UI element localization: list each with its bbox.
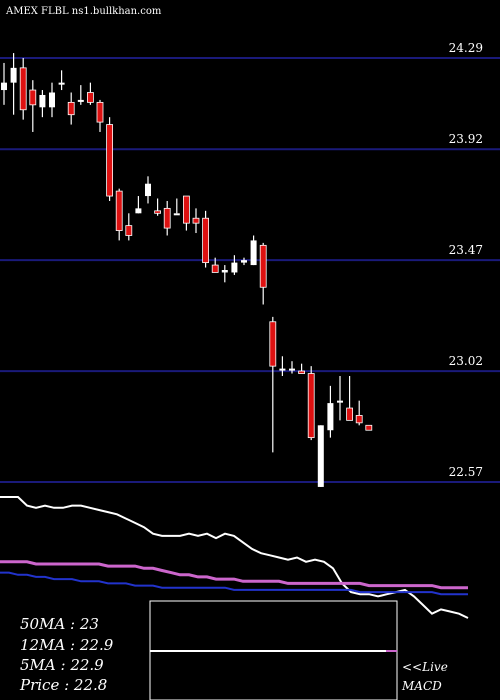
candle (221, 265, 228, 283)
candle-body-up (1, 82, 7, 91)
candle-body-down (115, 190, 123, 231)
chart-header-title: AMEX FLBL ns1.bullkhan.com (5, 6, 162, 17)
legend-5ma: 5MA : 22.9 (20, 656, 104, 674)
candle (67, 92, 75, 125)
candle-body-down (211, 264, 219, 273)
candle-body-up (77, 99, 84, 102)
candle (327, 385, 334, 438)
candle (173, 198, 180, 216)
candle (145, 176, 151, 204)
candle (259, 242, 267, 305)
candle-body-down (163, 207, 171, 229)
candle-body-down (19, 67, 27, 111)
candle-body-up (173, 213, 180, 216)
candle-body-up (337, 400, 343, 403)
candle-body-up (327, 403, 334, 431)
candle-body-down (154, 210, 162, 214)
y-tick-label: 23.02 (449, 354, 483, 368)
candle (192, 208, 200, 234)
candle (163, 200, 171, 236)
candle-body-up (289, 368, 295, 371)
candle (58, 70, 65, 91)
candle-body-down (298, 370, 306, 374)
candle-body-down (365, 424, 373, 431)
y-tick-label: 23.47 (449, 243, 483, 257)
candle (135, 196, 142, 214)
macd-series-line (0, 571, 468, 596)
candle (125, 213, 133, 241)
candle (182, 195, 190, 231)
y-tick-label: 23.92 (449, 132, 483, 146)
candle-body-down (106, 124, 113, 197)
candlestick-series (1, 53, 373, 487)
candle (87, 82, 94, 105)
macd-series-line (0, 496, 469, 619)
candle-body-up (241, 260, 247, 263)
candle (241, 257, 247, 266)
candle (355, 400, 363, 426)
candle (279, 356, 286, 376)
y-tick-label: 22.57 (449, 465, 483, 479)
macd-label: MACD (401, 679, 442, 693)
candle (154, 198, 162, 216)
candle-body-down (269, 321, 277, 367)
macd-series-line (0, 560, 468, 590)
candle-body-up (231, 262, 238, 273)
candle (10, 53, 17, 115)
candle-body-up (58, 82, 65, 85)
candle (307, 366, 315, 441)
candle (250, 235, 257, 266)
candle (77, 85, 84, 105)
candle (19, 58, 27, 120)
candle-body-up (10, 67, 17, 83)
candle (96, 99, 104, 132)
candle (39, 90, 46, 118)
candle (231, 255, 238, 275)
candle (106, 117, 113, 201)
macd-panel (0, 496, 469, 619)
candle-body-up (221, 270, 228, 273)
candle (202, 210, 210, 268)
legend-price: Price : 22.8 (19, 676, 107, 694)
candle (1, 62, 7, 105)
live-label: <<Live (402, 660, 448, 674)
candle-body-down (96, 101, 104, 123)
candle (317, 425, 324, 487)
legend-50ma: 50MA : 23 (20, 615, 99, 633)
candle-body-up (250, 240, 257, 266)
candle-body-up (145, 183, 151, 197)
candle-body-down (182, 195, 190, 224)
candle-body-down (29, 89, 37, 106)
candle-body-up (279, 368, 286, 371)
candle-body-down (87, 92, 94, 103)
candle-body-up (39, 94, 46, 108)
candle-body-down (307, 373, 315, 439)
candle (49, 82, 55, 118)
candle-body-down (259, 244, 267, 288)
candle (115, 188, 123, 241)
price-grid: 24.29 23.92 23.47 23.02 22.57 (0, 41, 500, 483)
candle (29, 80, 37, 132)
candle (337, 376, 343, 421)
candle-body-down (346, 407, 354, 421)
candle-body-down (125, 225, 133, 236)
y-tick-label: 24.29 (449, 41, 483, 55)
candle-body-up (317, 425, 324, 487)
candle-body-up (49, 92, 55, 108)
candle (211, 257, 219, 273)
candle-body-down (67, 101, 75, 116)
legend-12ma: 12MA : 22.9 (20, 636, 114, 654)
candle (298, 363, 306, 374)
candle (365, 424, 373, 431)
candle-body-up (135, 208, 142, 214)
candle-body-down (192, 217, 200, 224)
candle-body-down (202, 217, 210, 264)
candle (269, 316, 277, 453)
candle-body-down (355, 415, 363, 424)
candle (289, 361, 295, 374)
candle (346, 376, 354, 421)
